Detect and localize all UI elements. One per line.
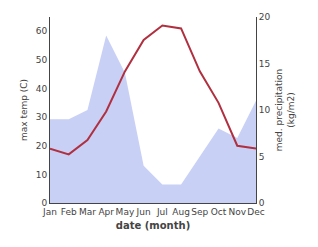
svg-text:30: 30 [36, 112, 48, 122]
svg-text:May: May [116, 207, 135, 217]
svg-text:Jun: Jun [136, 207, 151, 217]
svg-text:Dec: Dec [247, 207, 264, 217]
svg-text:Nov: Nov [228, 207, 246, 217]
svg-text:med. precipitation(kg/m2): med. precipitation(kg/m2) [274, 69, 296, 151]
svg-text:15: 15 [259, 59, 270, 69]
svg-text:Oct: Oct [211, 207, 227, 217]
svg-text:10: 10 [259, 105, 271, 115]
svg-text:50: 50 [36, 55, 48, 65]
svg-text:Mar: Mar [79, 207, 96, 217]
svg-text:5: 5 [259, 152, 265, 162]
svg-text:max temp (C): max temp (C) [19, 79, 29, 141]
svg-text:date (month): date (month) [116, 220, 190, 231]
svg-text:20: 20 [36, 141, 48, 151]
svg-text:Apr: Apr [98, 207, 114, 217]
svg-text:Jan: Jan [42, 207, 57, 217]
svg-text:0: 0 [41, 198, 47, 208]
svg-text:10: 10 [36, 170, 48, 180]
svg-text:Jul: Jul [156, 207, 168, 217]
svg-text:Feb: Feb [61, 207, 77, 217]
svg-text:60: 60 [36, 26, 48, 36]
svg-text:0: 0 [259, 198, 265, 208]
svg-text:Sep: Sep [191, 207, 208, 217]
svg-text:40: 40 [36, 84, 48, 94]
svg-text:Aug: Aug [172, 207, 190, 217]
svg-text:20: 20 [259, 12, 271, 22]
